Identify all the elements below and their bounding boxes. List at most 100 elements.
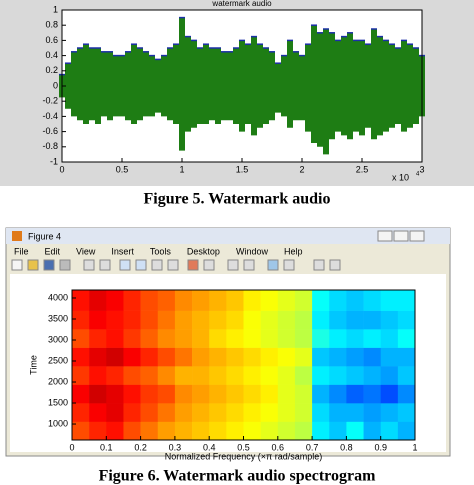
heatmap-cell [192, 310, 210, 330]
window-icon [12, 231, 22, 241]
y-tick-label: 3500 [48, 313, 68, 323]
tool-icon[interactable] [11, 259, 23, 271]
heatmap-cell [312, 366, 330, 385]
heatmap-cell [72, 384, 90, 404]
heatmap-cell [243, 403, 261, 422]
chart-title: watermark audio [211, 0, 272, 8]
heatmap-cell [106, 403, 124, 422]
maximize-button[interactable] [393, 230, 409, 242]
heatmap-cell [89, 347, 107, 367]
y-tick-label: 0.8 [45, 20, 58, 30]
tool-icon[interactable] [27, 259, 39, 271]
y-tick-label: -1 [50, 156, 58, 166]
heatmap-cell [397, 403, 416, 422]
menu-item[interactable]: File [14, 246, 29, 256]
heatmap-cell [380, 290, 399, 311]
heatmap-cell [380, 403, 399, 422]
y-tick-label: 1 [53, 4, 58, 14]
heatmap-cell [157, 310, 176, 330]
x-tick-label: 0.2 [134, 442, 147, 452]
x-tick-label: 0.6 [272, 442, 285, 452]
tool-icon[interactable] [59, 259, 71, 271]
menu-item[interactable]: Desktop [187, 246, 220, 256]
x-tick-label: 0.8 [340, 442, 353, 452]
heatmap-cell [397, 366, 416, 385]
tool-icon[interactable] [187, 259, 199, 271]
tool-icon[interactable] [203, 259, 215, 271]
tool-icon[interactable] [167, 259, 179, 271]
x-tick-label: 2 [299, 164, 304, 174]
heatmap-cell [106, 329, 124, 348]
heatmap-cell [346, 290, 364, 311]
heatmap-cell [397, 421, 416, 441]
x-tick-label: 0.5 [237, 442, 250, 452]
heatmap-cell [140, 347, 159, 367]
heatmap-cell [380, 310, 399, 330]
heatmap-cell [260, 403, 279, 422]
heatmap-cell [294, 347, 313, 367]
heatmap-cell [397, 347, 416, 367]
close-button[interactable] [409, 230, 425, 242]
heatmap-cell [346, 384, 364, 404]
menu-item[interactable]: Tools [150, 246, 172, 256]
tool-icon[interactable] [83, 259, 95, 271]
heatmap-cell [192, 329, 210, 348]
x-tick-label: 0.1 [100, 442, 113, 452]
heatmap-cell [397, 329, 416, 348]
heatmap-cell [363, 421, 381, 441]
axes-box [61, 9, 423, 163]
heatmap-cell [380, 421, 399, 441]
tool-icon[interactable] [243, 259, 255, 271]
tool-icon[interactable] [267, 259, 279, 271]
tool-icon[interactable] [151, 259, 163, 271]
heatmap-cell [277, 384, 296, 404]
x-tick-label: 1.5 [236, 164, 249, 174]
tool-icon[interactable] [227, 259, 239, 271]
heatmap-cell [226, 329, 244, 348]
tool-icon[interactable] [329, 259, 341, 271]
menu-item[interactable]: View [76, 246, 96, 256]
heatmap-cell [209, 310, 227, 330]
menu-item[interactable]: Edit [45, 246, 61, 256]
heatmap-cell [277, 310, 296, 330]
tool-icon[interactable] [135, 259, 147, 271]
menu-item[interactable]: Window [236, 246, 269, 256]
heatmap-cell [226, 384, 244, 404]
heatmap-cell [397, 384, 416, 404]
heatmap-cell [106, 421, 124, 441]
heatmap-cell [260, 384, 279, 404]
tool-icon[interactable] [119, 259, 131, 271]
tool-icon[interactable] [283, 259, 295, 271]
tool-icon[interactable] [99, 259, 111, 271]
heatmap-cell [260, 310, 279, 330]
menu-item[interactable]: Insert [111, 246, 134, 256]
toolbar [11, 259, 341, 271]
heatmap-cell [329, 384, 347, 404]
caption: Figure 5. Watermark audio [144, 191, 331, 208]
tool-icon[interactable] [43, 259, 55, 271]
heatmap-cell [346, 329, 364, 348]
heatmap-cell [277, 403, 296, 422]
y-tick-label: 4000 [48, 292, 68, 302]
heatmap-cell [89, 290, 107, 311]
tool-icon[interactable] [313, 259, 325, 271]
heatmap-cell [209, 421, 227, 441]
heatmap-cell [174, 403, 193, 422]
y-tick-label: -0.8 [42, 141, 58, 151]
minimize-button[interactable] [377, 230, 393, 242]
heatmap-cell [243, 329, 261, 348]
heatmap-cell [312, 421, 330, 441]
heatmap-cell [157, 347, 176, 367]
y-tick-label: 0.6 [45, 35, 58, 45]
heatmap-cell [89, 384, 107, 404]
y-tick-label: 1500 [48, 397, 68, 407]
x-axis-label: Normalized Frequency (×π rad/sample) [165, 451, 323, 461]
heatmap-cell [346, 366, 364, 385]
menu-item[interactable]: Help [284, 246, 303, 256]
heatmap-cell [226, 421, 244, 441]
heatmap-cell [89, 366, 107, 385]
heatmap-cell [312, 347, 330, 367]
heatmap-cell [157, 366, 176, 385]
heatmap-cell [329, 366, 347, 385]
